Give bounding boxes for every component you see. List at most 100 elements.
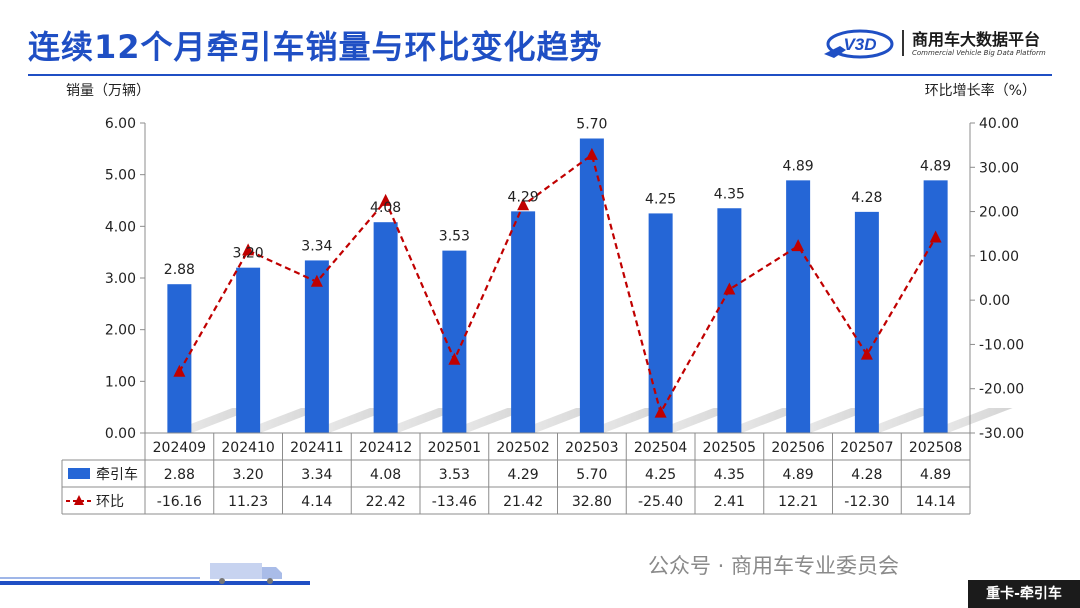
right-tick-label: 20.00 <box>979 205 1019 221</box>
bar <box>373 222 398 433</box>
x-tick-label: 202502 <box>496 440 549 456</box>
x-tick-label: 202507 <box>840 440 893 456</box>
left-tick-label: 0.00 <box>105 426 136 442</box>
right-tick-label: 0.00 <box>979 293 1010 309</box>
truck-graphic-icon <box>0 563 310 585</box>
bar-data-label: 4.89 <box>920 158 951 174</box>
table-mom-value: 21.42 <box>503 494 543 510</box>
mom-line <box>178 153 937 416</box>
table-bar-value: 4.25 <box>645 467 676 483</box>
left-tick-label: 2.00 <box>105 323 136 339</box>
mom-point <box>860 347 873 360</box>
x-tick-label: 202409 <box>153 440 206 456</box>
mom-point <box>173 364 186 377</box>
bar <box>511 211 536 433</box>
table-bar-value: 3.53 <box>439 467 470 483</box>
v3d-logo-icon: V3D <box>824 29 894 59</box>
x-tick-label: 202504 <box>634 440 688 456</box>
bar-data-label: 4.29 <box>508 189 539 205</box>
bar <box>854 211 879 433</box>
table-bar-value: 4.28 <box>851 467 882 483</box>
title-underline <box>28 74 1052 76</box>
table-bar-value: 3.34 <box>301 467 332 483</box>
legend-line-marker <box>74 495 84 505</box>
bar <box>579 138 604 433</box>
x-tick-label: 202412 <box>359 440 412 456</box>
bar-data-label: 4.08 <box>370 200 401 216</box>
table-mom-value: 12.21 <box>778 494 818 510</box>
left-tick-label: 3.00 <box>105 271 136 287</box>
mom-point <box>242 243 255 256</box>
table-mom-value: -25.40 <box>638 494 683 510</box>
table-bar-value: 3.20 <box>233 467 264 483</box>
right-tick-label: 40.00 <box>979 116 1019 132</box>
category-tag: 重卡-牵引车 <box>968 580 1080 608</box>
left-tick-label: 6.00 <box>105 116 136 132</box>
x-tick-label: 202501 <box>428 440 481 456</box>
left-tick-label: 5.00 <box>105 168 136 184</box>
legend-bar-label: 牵引车 <box>96 466 138 483</box>
logo-divider <box>902 30 904 56</box>
right-tick-label: 30.00 <box>979 160 1019 176</box>
bar-data-label: 3.34 <box>301 238 332 254</box>
mom-point <box>379 193 392 206</box>
table-bar-value: 2.88 <box>164 467 195 483</box>
table-mom-value: 4.14 <box>301 494 332 510</box>
x-tick-label: 202410 <box>221 440 274 456</box>
mom-point <box>585 147 598 160</box>
left-axis-title: 销量（万辆） <box>66 83 150 99</box>
table-mom-value: -13.46 <box>432 494 477 510</box>
right-tick-label: -10.00 <box>979 337 1024 353</box>
logo-name: 商用车大数据平台 <box>912 30 1041 49</box>
page-title: 连续12个月牵引车销量与环比变化趋势 <box>28 28 603 66</box>
bar-data-label: 4.35 <box>714 186 745 202</box>
logo-mark-text: V3D <box>843 35 876 54</box>
legend-line-label: 环比 <box>96 494 124 510</box>
bar-data-label: 3.53 <box>439 229 470 245</box>
bar-data-label: 4.25 <box>645 191 676 207</box>
mom-point <box>517 198 530 211</box>
mom-point <box>448 352 461 365</box>
table-bar-value: 4.08 <box>370 467 401 483</box>
bar-data-label: 5.70 <box>576 117 607 133</box>
x-tick-label: 202508 <box>909 440 962 456</box>
bar-data-label: 3.20 <box>233 246 264 262</box>
right-tick-label: 10.00 <box>979 249 1019 265</box>
mom-point <box>929 230 942 243</box>
right-tick-label: -20.00 <box>979 382 1024 398</box>
bar-data-label: 4.28 <box>851 190 882 206</box>
bar <box>717 208 742 433</box>
bar-data-label: 4.89 <box>783 158 814 174</box>
logo-subtitle: Commercial Vehicle Big Data Platform <box>912 49 1046 57</box>
x-tick-label: 202503 <box>565 440 618 456</box>
bar <box>304 260 329 433</box>
left-tick-label: 4.00 <box>105 219 136 235</box>
brand-logo: V3D 商用车大数据平台 Commercial Vehicle Big Data… <box>820 24 1060 64</box>
table-bar-value: 4.89 <box>783 467 814 483</box>
mom-point <box>723 282 736 295</box>
table-bar-value: 4.89 <box>920 467 951 483</box>
table-mom-value: 11.23 <box>228 494 268 510</box>
table-mom-value: 32.80 <box>572 494 612 510</box>
table-bar-value: 4.35 <box>714 467 745 483</box>
table-mom-value: 2.41 <box>714 494 745 510</box>
bar-data-label: 2.88 <box>164 262 195 278</box>
mom-point <box>654 405 667 418</box>
wechat-account-label: 公众号 · 商用车专业委员会 <box>648 554 900 578</box>
x-tick-label: 202506 <box>771 440 825 456</box>
bar <box>236 267 261 433</box>
table-mom-value: -16.16 <box>157 494 202 510</box>
table-mom-value: 22.42 <box>366 494 406 510</box>
table-mom-value: -12.30 <box>844 494 889 510</box>
mom-point <box>310 274 323 287</box>
x-tick-label: 202411 <box>290 440 343 456</box>
bar <box>923 180 948 433</box>
bar <box>786 180 811 433</box>
left-tick-label: 1.00 <box>105 374 136 390</box>
bar <box>648 213 673 433</box>
right-tick-label: -30.00 <box>979 426 1024 442</box>
table-bar-value: 5.70 <box>576 467 607 483</box>
mom-point <box>792 239 805 252</box>
right-axis-title: 环比增长率（%） <box>924 83 1036 99</box>
legend-bar-swatch <box>68 468 90 479</box>
